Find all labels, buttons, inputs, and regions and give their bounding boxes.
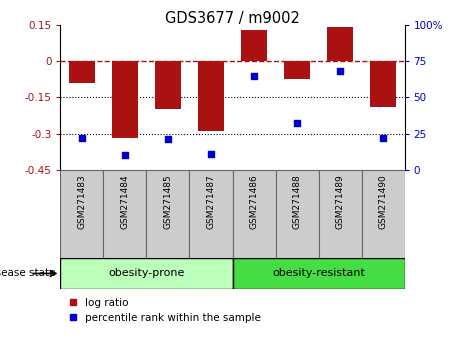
Bar: [146, 170, 190, 258]
Text: GSM271487: GSM271487: [206, 174, 215, 229]
Text: GSM271485: GSM271485: [164, 174, 173, 229]
Bar: [370, 61, 396, 107]
Text: GSM271486: GSM271486: [250, 174, 259, 229]
Point: [78, 135, 86, 141]
Bar: [60, 170, 103, 258]
Text: GSM271490: GSM271490: [379, 174, 387, 229]
Bar: [362, 170, 405, 258]
Bar: [69, 61, 95, 83]
Bar: [155, 61, 181, 109]
Text: obesity-resistant: obesity-resistant: [272, 268, 365, 279]
Text: obesity-prone: obesity-prone: [108, 268, 185, 279]
Bar: [232, 170, 275, 258]
Bar: [284, 61, 310, 79]
Text: GSM271483: GSM271483: [78, 174, 86, 229]
Text: disease state: disease state: [0, 268, 56, 279]
Text: GDS3677 / m9002: GDS3677 / m9002: [165, 11, 300, 25]
Bar: [60, 258, 232, 289]
Point: [293, 121, 301, 126]
Bar: [275, 170, 319, 258]
Bar: [103, 170, 146, 258]
Bar: [319, 170, 362, 258]
Text: GSM271488: GSM271488: [292, 174, 301, 229]
Point: [164, 137, 172, 142]
Point: [207, 151, 215, 157]
Bar: [112, 61, 138, 138]
Point: [336, 68, 344, 74]
Point: [379, 135, 387, 141]
Bar: [198, 61, 224, 131]
Bar: [232, 258, 405, 289]
Point: [250, 73, 258, 78]
Bar: [327, 27, 353, 61]
Legend: log ratio, percentile rank within the sample: log ratio, percentile rank within the sa…: [66, 294, 266, 327]
Bar: [241, 30, 267, 61]
Text: GSM271489: GSM271489: [336, 174, 345, 229]
Bar: [190, 170, 232, 258]
Point: [121, 153, 129, 158]
Text: GSM271484: GSM271484: [120, 174, 129, 229]
